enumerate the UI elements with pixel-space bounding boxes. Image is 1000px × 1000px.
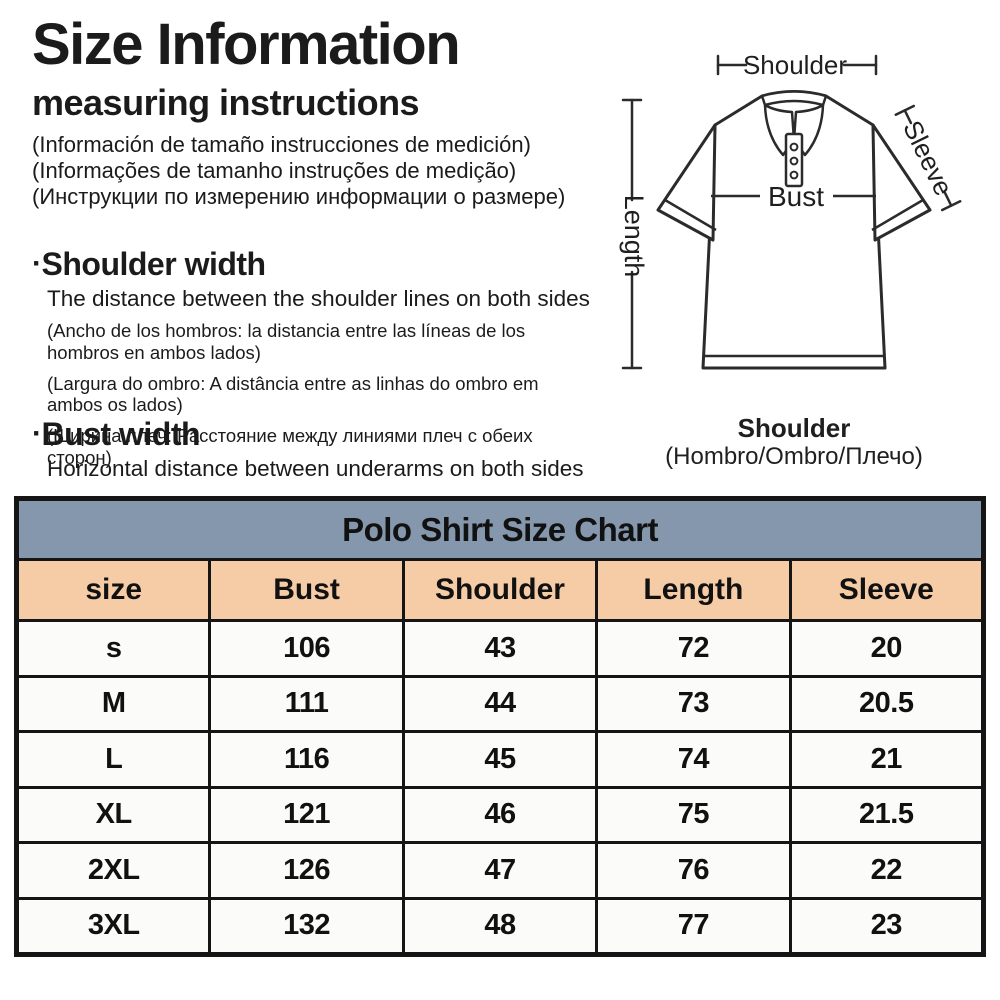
table-cell: 20 [788,619,986,678]
size-chart-table: Polo Shirt Size Chart size Bust Shoulder… [14,496,986,957]
table-cell: 75 [595,785,792,844]
table-cell: 72 [595,619,792,678]
table-cell: 21 [788,730,986,789]
table-cell: 46 [401,785,599,844]
table-cell: 126 [208,841,405,900]
table-row: 2XL 126 47 76 22 [14,841,986,900]
table-cell: 73 [595,674,792,733]
bullet-dot: · [32,247,42,280]
intro-block: Size Information measuring instructions … [32,12,617,211]
table-cell: 132 [208,896,405,956]
size-label-cell: M [14,674,212,733]
shoulder-width-heading: ·Shoulder width [32,246,607,283]
shoulder-width-heading-text: Shoulder width [41,246,267,282]
table-cell: 43 [401,619,599,678]
size-label-cell: 2XL [14,841,212,900]
shirt-left-sleeve [656,123,717,242]
subtitle-translations: (Información de tamaño instrucciones de … [32,132,617,211]
shoulder-width-description: The distance between the shoulder lines … [47,286,590,311]
table-title-row: Polo Shirt Size Chart [15,497,985,561]
size-label-cell: 3XL [14,896,212,956]
length-measure-line [621,98,643,370]
table-cell: 44 [401,674,599,733]
table-cell: 116 [208,730,405,789]
size-label-cell: XL [14,785,212,844]
table-cell: 74 [595,730,792,789]
shirt-right-sleeve [871,123,932,242]
table-cell: 20.5 [788,674,986,733]
shoulder-width-section: ·Shoulder width The distance between the… [32,246,607,478]
shoulder-note-ru: (Ширина плеч: Расстояние между линиями п… [47,425,533,469]
table-title: Polo Shirt Size Chart [15,497,985,561]
table-row: M 111 44 73 20.5 [14,674,986,733]
bust-width-description: Horizontal distance between underarms on… [47,456,584,481]
size-label-cell: L [14,730,212,789]
length-measure-label: Length [619,195,649,278]
subtitle-translation-ru: (Инструкции по измерению информации о ра… [32,184,566,210]
right-cuff-band [871,198,924,232]
table-cell: 111 [208,674,405,733]
page-subtitle: measuring instructions [32,81,420,123]
table-cell: 22 [788,841,986,900]
bust-width-section: ·Bust width Horizontal distance between … [32,416,607,482]
shoulder-note-es: (Ancho de los hombros: la distancia entr… [47,320,526,363]
shoulder-note-pt: (Largura do ombro: A distância entre as … [47,372,539,416]
button-icon [789,170,799,180]
table-cell: 47 [401,841,599,900]
shoulder-measure-label: Shoulder [743,50,847,80]
table-cell: 121 [208,785,405,844]
table-cell: 23 [788,896,986,956]
column-header-bust: Bust [208,558,405,622]
polo-shirt-svg: Shoulder Length Sleeve Bust Shoulder (Ho… [619,50,962,470]
table-row: XL 121 46 75 21.5 [14,785,986,844]
subtitle-translation-pt: (Informações de tamanho instruções de me… [32,158,517,184]
column-header-size: size [14,558,212,622]
table-row: L 116 45 74 21 [14,730,986,789]
polo-shirt-diagram: Shoulder Length Sleeve Bust Shoulder (Ho… [590,0,1000,485]
bust-label: Bust [768,181,824,212]
table-cell: 48 [401,896,599,956]
diagram-caption-title: Shoulder [738,413,851,443]
shoulder-width-translations: (Ancho de los hombros: la distancia entr… [47,320,599,469]
size-label-cell: s [14,619,212,678]
shoulder-measure-line [716,54,878,76]
bullet-dot: · [32,417,42,450]
table-cell: 106 [208,619,405,678]
column-header-sleeve: Sleeve [788,558,986,622]
bust-width-heading-text: Bust width [41,416,201,452]
button-icon [789,156,799,166]
table-header-row: size Bust Shoulder Length Sleeve [14,558,986,622]
table-row: s 106 43 72 20 [14,619,986,678]
left-cuff-band [664,198,717,232]
table-cell: 77 [595,896,792,956]
column-header-shoulder: Shoulder [401,558,599,622]
table-cell: 45 [401,730,599,789]
table-cell: 76 [595,841,792,900]
column-header-length: Length [595,558,792,622]
collar-band [760,90,828,107]
bust-width-heading: ·Bust width [32,416,607,453]
sleeve-measure-line [894,104,962,212]
table-cell: 21.5 [788,785,986,844]
table-row: 3XL 132 48 77 23 [14,896,986,956]
button-icon [789,142,799,152]
diagram-caption-sub: (Hombro/Ombro/Плечо) [665,443,923,470]
subtitle-translation-es: (Información de tamaño instrucciones de … [32,131,531,157]
page-title: Size Information [32,12,461,77]
